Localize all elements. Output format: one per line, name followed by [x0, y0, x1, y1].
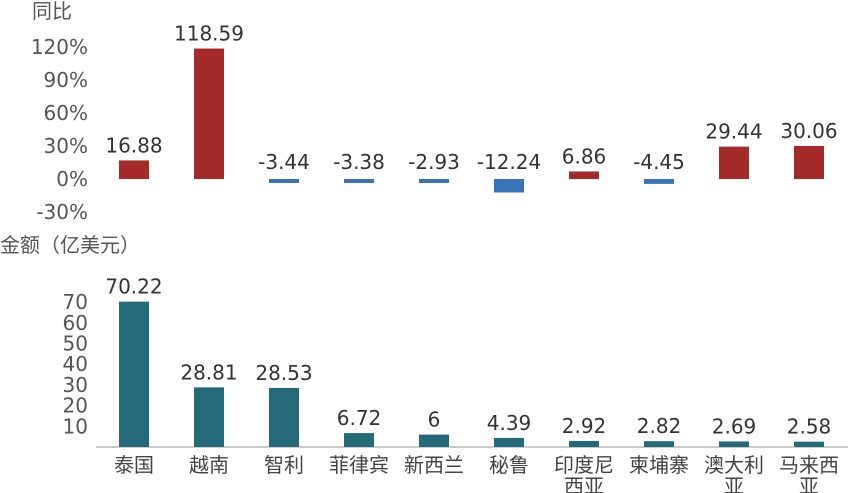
bottom-bar-value-label: 6 [428, 408, 441, 432]
x-category-label: 马来西 [779, 453, 839, 477]
top-y-tick-label: -30% [36, 200, 88, 224]
bottom-bar-value-label: 6.72 [337, 406, 382, 430]
bottom-bar [344, 433, 374, 447]
x-category-label: 柬埔寨 [629, 453, 689, 477]
top-bar-value-label: -12.24 [477, 150, 541, 174]
top-bar-value-label: 118.59 [174, 22, 244, 46]
bottom-y-tick-label: 60 [63, 311, 88, 335]
top-chart-ylabel: 同比 [32, 0, 72, 23]
x-category-label: 澳大利 [704, 453, 764, 477]
top-bar [719, 146, 749, 179]
x-category-label: 智利 [264, 453, 304, 477]
top-bar-value-label: -4.45 [633, 150, 685, 174]
x-category-label: 印度尼 [554, 453, 614, 477]
x-category-label: 泰国 [114, 453, 154, 477]
bottom-bar [494, 437, 524, 447]
top-bar-value-label: 29.44 [705, 120, 762, 144]
top-bar [419, 179, 449, 183]
bottom-bar [794, 441, 824, 447]
top-bar [119, 160, 149, 179]
bottom-bar-value-label: 28.53 [255, 361, 312, 385]
bottom-y-tick-label: 10 [63, 414, 88, 438]
bottom-bar [419, 434, 449, 447]
top-bar [794, 145, 824, 179]
top-bar-value-label: 30.06 [780, 119, 837, 143]
x-category-label: 亚 [799, 474, 819, 493]
bottom-bar-value-label: 2.82 [637, 414, 682, 438]
top-bar-value-label: -2.93 [408, 150, 460, 174]
bottom-y-tick-label: 70 [63, 290, 88, 314]
x-category-label: 亚 [724, 474, 744, 493]
top-bar [269, 179, 299, 183]
bottom-bar-value-label: 2.69 [712, 414, 757, 438]
bottom-bar-value-label: 28.81 [180, 360, 237, 384]
bottom-bar [269, 387, 299, 447]
bottom-bar [569, 440, 599, 447]
bottom-y-tick-label: 40 [63, 352, 88, 376]
top-bar [569, 171, 599, 179]
top-bar [194, 48, 224, 180]
top-y-tick-label: 60% [44, 101, 88, 125]
x-category-label: 西亚 [564, 474, 604, 493]
bottom-y-tick-label: 30 [63, 373, 88, 397]
top-bar [494, 179, 524, 193]
bottom-bar [719, 441, 749, 447]
bottom-bar-value-label: 4.39 [487, 411, 532, 435]
bottom-bar-value-label: 2.92 [562, 414, 607, 438]
bottom-bar-value-label: 2.58 [787, 415, 832, 439]
top-bar-value-label: 6.86 [562, 144, 607, 168]
x-category-label: 越南 [189, 453, 229, 477]
top-y-tick-label: 120% [31, 35, 88, 59]
bottom-bar-value-label: 70.22 [105, 275, 162, 299]
top-bar [344, 179, 374, 183]
bottom-bar [644, 441, 674, 447]
top-bar-value-label: -3.44 [258, 150, 310, 174]
top-bar [644, 179, 674, 184]
x-category-label: 秘鲁 [489, 453, 529, 477]
top-y-tick-label: 30% [44, 134, 88, 158]
bottom-bar [194, 387, 224, 447]
top-y-tick-label: 0% [56, 167, 88, 191]
top-bar-value-label: -3.38 [333, 150, 385, 174]
x-category-label: 新西兰 [404, 453, 464, 477]
bottom-chart-ylabel: 金额（亿美元） [0, 233, 140, 257]
top-bar-value-label: 16.88 [105, 133, 162, 157]
x-category-label: 菲律宾 [329, 453, 389, 477]
bottom-y-tick-label: 50 [63, 332, 88, 356]
top-y-tick-label: 90% [44, 68, 88, 92]
bottom-y-tick-label: 20 [63, 394, 88, 418]
bottom-bar [119, 301, 149, 447]
